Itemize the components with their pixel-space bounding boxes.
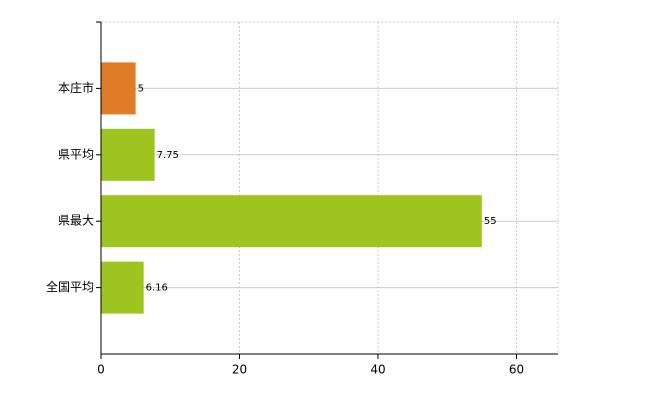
- value-label: 5: [138, 83, 144, 94]
- value-label: 6.16: [146, 283, 168, 294]
- y-tick-label: 全国平均: [46, 279, 94, 294]
- x-tick-label: 20: [232, 363, 247, 377]
- bar: [101, 261, 144, 314]
- bar: [101, 128, 155, 181]
- y-tick-label: 本庄市: [58, 80, 94, 95]
- bar: [101, 195, 482, 248]
- x-tick-label: 40: [370, 363, 385, 377]
- y-tick-label: 県平均: [58, 147, 94, 161]
- value-label: 55: [484, 216, 497, 227]
- x-tick-label: 60: [509, 363, 524, 377]
- y-tick-label: 県最大: [58, 214, 94, 228]
- x-tick-label: 0: [97, 363, 105, 377]
- value-label: 7.75: [157, 150, 179, 161]
- bar: [101, 62, 136, 115]
